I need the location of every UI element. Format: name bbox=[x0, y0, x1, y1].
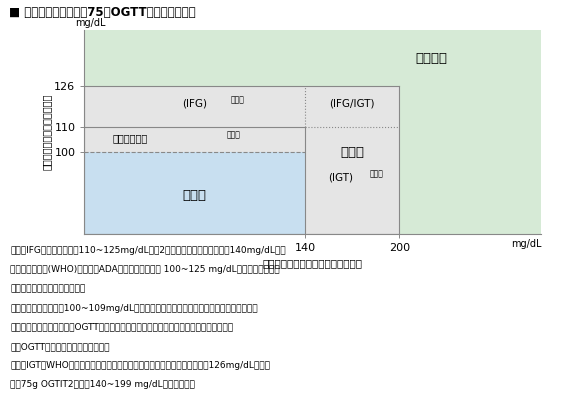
Y-axis label: 空腹時血糖値（静脈血漿値）: 空腹時血糖値（静脈血漿値） bbox=[41, 94, 51, 170]
Text: 団は糖尿病への移行やOGTT時の耘糖能障害の程度からみて多様な集団であるため，: 団は糖尿病への移行やOGTT時の耘糖能障害の程度からみて多様な集団であるため， bbox=[10, 323, 233, 332]
Text: 境界型: 境界型 bbox=[340, 146, 364, 159]
Text: 75g OGTIT2時間値140~199 mg/dLの群を示す．: 75g OGTIT2時間値140~199 mg/dLの群を示す． bbox=[10, 380, 196, 390]
Text: (IGT): (IGT) bbox=[329, 173, 354, 183]
Text: 糖値のみで判定している．: 糖値のみで判定している． bbox=[10, 284, 86, 294]
Text: (IFG/IGT): (IFG/IGT) bbox=[329, 99, 375, 109]
Text: の群を示す(WHO)．ただしADAでは空腹時血糖値 100~125 mg/dLとして，空腹時血: の群を示す(WHO)．ただしADAでは空腹時血糖値 100~125 mg/dLと… bbox=[10, 265, 280, 274]
Text: 注３）: 注３） bbox=[370, 170, 384, 178]
Text: 正常型: 正常型 bbox=[183, 189, 207, 202]
Text: 注３）IGTはWHOの糖尿病診断基準に取り入れられた分類で，空腹時血糖値126mg/dL未満，: 注３）IGTはWHOの糖尿病診断基準に取り入れられた分類で，空腹時血糖値126m… bbox=[10, 361, 271, 370]
Text: 注１）: 注１） bbox=[231, 96, 245, 105]
Text: 注２）: 注２） bbox=[226, 130, 240, 139]
Text: (IFG): (IFG) bbox=[182, 99, 207, 109]
Text: mg/dL: mg/dL bbox=[511, 239, 541, 249]
Bar bbox=[84, 127, 305, 152]
Bar bbox=[84, 86, 305, 127]
Text: 注１）IFGは空腹時血糖値110~125mg/dLで，2時間値を測定した場合には140mg/dL未満: 注１）IFGは空腹時血糖値110~125mg/dLで，2時間値を測定した場合には… bbox=[10, 246, 286, 255]
Text: 注２）空腹時血糖値が100~109mg/dLは正常域ではあるが，「正常高値」とする．この集: 注２）空腹時血糖値が100~109mg/dLは正常域ではあるが，「正常高値」とす… bbox=[10, 304, 258, 313]
Text: （正常高値）: （正常高値） bbox=[113, 133, 148, 143]
Text: ■ 空腹時血糖値およ㝓75ｧOGTTによる判定区分: ■ 空腹時血糖値およ㝓75ｧOGTTによる判定区分 bbox=[9, 6, 196, 19]
Text: mg/dL: mg/dL bbox=[75, 18, 106, 28]
Text: OGTTを行うことが勧められる．: OGTTを行うことが勧められる． bbox=[10, 342, 110, 351]
Text: 糖尿病型: 糖尿病型 bbox=[415, 52, 447, 64]
X-axis label: 負荷後２時間血糖値（静脈血漿値）: 負荷後２時間血糖値（静脈血漿値） bbox=[263, 258, 363, 268]
Bar bbox=[305, 86, 399, 234]
Bar bbox=[84, 152, 305, 234]
Bar bbox=[84, 30, 541, 86]
Bar bbox=[399, 86, 541, 234]
